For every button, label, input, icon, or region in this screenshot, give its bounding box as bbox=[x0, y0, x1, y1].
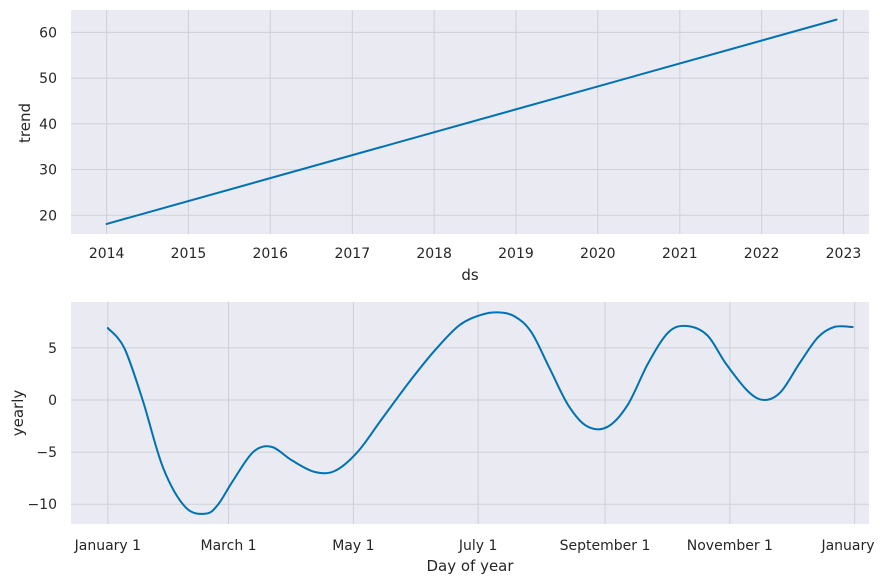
yearly-x-tick-label: March 1 bbox=[201, 538, 257, 554]
yearly-plot-area bbox=[71, 302, 869, 524]
yearly-series-line bbox=[106, 311, 854, 515]
yearly-x-ticks: January 1 March 1 May 1 July 1 September 1 No… bbox=[74, 538, 880, 554]
trend-x-tick-label: 2022 bbox=[744, 246, 780, 262]
yearly-y-tick-label: 0 bbox=[48, 393, 57, 409]
trend-y-tick-label: 50 bbox=[39, 71, 57, 87]
trend-x-tick-label: 2015 bbox=[171, 246, 207, 262]
trend-x-tick-label: 2019 bbox=[498, 246, 534, 262]
trend-x-tick-label: 2021 bbox=[662, 246, 698, 262]
trend-y-tick-label: 40 bbox=[39, 117, 57, 133]
trend-gridlines bbox=[71, 10, 869, 234]
trend-y-tick-label: 30 bbox=[39, 163, 57, 179]
yearly-x-tick-label: July 1 bbox=[458, 538, 498, 554]
yearly-x-axis-label: Day of year bbox=[426, 557, 514, 575]
trend-subplot: 2014 2015 2016 2017 2018 2019 2020 2021 2022 2023… bbox=[16, 10, 869, 284]
yearly-y-tick-label: 5 bbox=[48, 341, 57, 357]
yearly-subplot: January 1 March 1 May 1 July 1 September 1 No… bbox=[9, 302, 880, 575]
yearly-y-ticks: −10 −5 0 5 bbox=[27, 341, 57, 513]
yearly-x-tick-label: September 1 bbox=[560, 538, 651, 554]
trend-y-tick-label: 20 bbox=[39, 208, 57, 224]
trend-y-tick-label: 60 bbox=[39, 25, 57, 41]
trend-x-tick-label: 2017 bbox=[334, 246, 370, 262]
trend-y-ticks: 20 30 40 50 60 bbox=[39, 25, 57, 224]
yearly-y-axis-label: yearly bbox=[9, 390, 27, 437]
yearly-x-tick-label: May 1 bbox=[332, 538, 374, 554]
trend-x-axis-label: ds bbox=[461, 266, 479, 284]
trend-series-line bbox=[105, 18, 838, 225]
trend-x-tick-label: 2016 bbox=[252, 246, 288, 262]
trend-y-axis-label: trend bbox=[16, 103, 34, 143]
trend-x-ticks: 2014 2015 2016 2017 2018 2019 2020 2021 2022 2023 bbox=[89, 246, 861, 262]
trend-x-tick-label: 2023 bbox=[826, 246, 862, 262]
yearly-x-tick-label: January 1 bbox=[820, 538, 880, 554]
yearly-x-tick-label: January 1 bbox=[74, 538, 141, 554]
yearly-y-tick-label: −10 bbox=[27, 497, 57, 513]
yearly-y-tick-label: −5 bbox=[36, 445, 57, 461]
yearly-gridlines bbox=[71, 302, 869, 524]
trend-x-tick-label: 2018 bbox=[416, 246, 452, 262]
trend-x-tick-label: 2020 bbox=[580, 246, 616, 262]
yearly-x-tick-label: November 1 bbox=[687, 538, 773, 554]
trend-x-tick-label: 2014 bbox=[89, 246, 125, 262]
